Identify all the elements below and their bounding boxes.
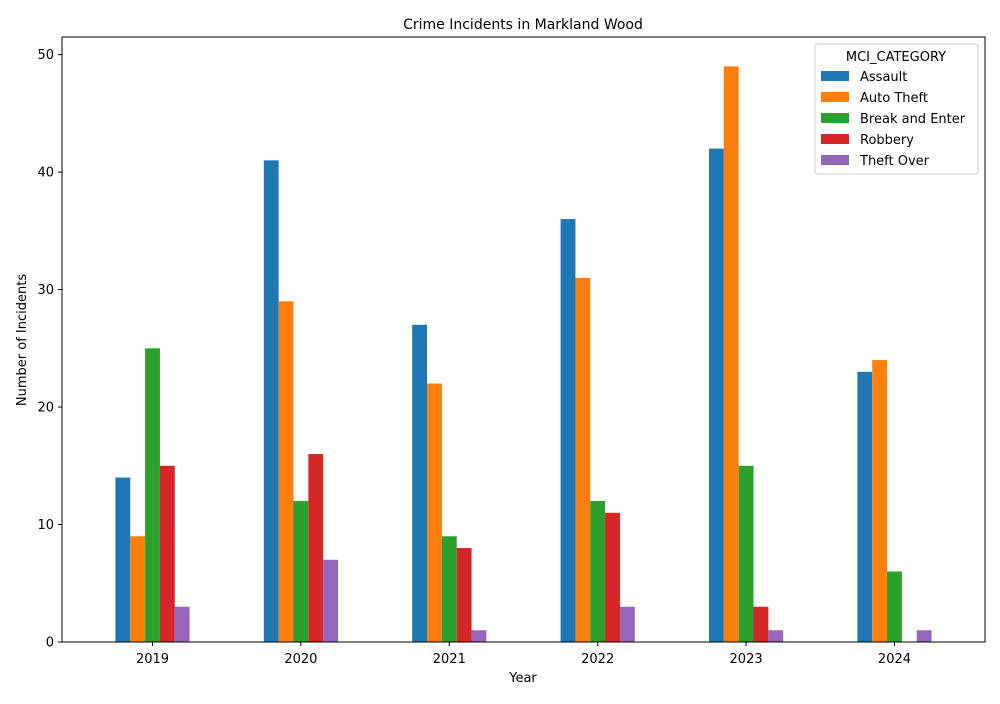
y-tick-label: 10 — [37, 518, 54, 533]
legend-swatch — [821, 113, 849, 123]
chart-title: Crime Incidents in Markland Wood — [403, 17, 643, 33]
bars-layer — [115, 66, 932, 643]
bar-theft-over-2021 — [471, 630, 487, 642]
bar-robbery-2023 — [753, 606, 769, 642]
x-tick-label: 2023 — [730, 652, 763, 667]
x-tick-label: 2019 — [136, 652, 169, 667]
legend-swatch — [821, 155, 849, 165]
bar-break-and-enter-2021 — [441, 536, 457, 642]
bar-assault-2020 — [263, 160, 279, 642]
y-tick-label: 40 — [37, 166, 54, 181]
bar-theft-over-2023 — [768, 630, 784, 642]
y-tick-label: 0 — [46, 636, 54, 651]
bar-break-and-enter-2024 — [887, 571, 902, 642]
legend-box — [814, 43, 979, 175]
legend: MCI_CATEGORY Assault Auto Theft Break and … — [814, 43, 979, 175]
bar-robbery-2021 — [456, 548, 472, 642]
bar-auto-theft-2021 — [427, 383, 442, 642]
bar-robbery-2020 — [308, 454, 324, 642]
bar-auto-theft-2019 — [130, 536, 146, 642]
plot-frame — [61, 36, 986, 643]
bar-theft-over-2020 — [323, 559, 339, 642]
legend-label: Robbery — [860, 133, 914, 148]
legend-items: Assault Auto Theft Break and Enter Robbery T… — [821, 70, 966, 169]
bar-robbery-2022 — [605, 512, 620, 642]
x-tick-label: 2020 — [284, 652, 317, 667]
x-tick-label: 2021 — [433, 652, 466, 667]
x-tick-label: 2024 — [878, 652, 911, 667]
legend-label: Assault — [860, 70, 907, 85]
bar-theft-over-2019 — [174, 606, 190, 642]
legend-swatch — [821, 92, 849, 102]
bar-break-and-enter-2019 — [145, 348, 160, 642]
legend-label: Break and Enter — [860, 112, 966, 127]
legend-label: Auto Theft — [860, 91, 928, 106]
bar-robbery-2019 — [159, 465, 175, 642]
y-tick-label: 30 — [37, 283, 54, 298]
bar-auto-theft-2022 — [575, 277, 591, 642]
bar-assault-2022 — [560, 219, 576, 642]
y-axis-label: Number of Incidents — [15, 274, 30, 406]
x-tick-label: 2022 — [581, 652, 614, 667]
legend-title: MCI_CATEGORY — [846, 50, 946, 65]
y-tick-label: 50 — [37, 48, 54, 63]
bar-auto-theft-2023 — [723, 66, 739, 642]
y-tick-label: 20 — [37, 401, 54, 416]
legend-swatch — [821, 134, 849, 144]
bar-assault-2023 — [708, 148, 724, 643]
bar-theft-over-2022 — [619, 606, 635, 642]
bar-break-and-enter-2020 — [293, 501, 309, 642]
bar-assault-2019 — [115, 477, 131, 642]
legend-swatch — [821, 71, 849, 81]
bar-assault-2024 — [857, 371, 873, 642]
bar-break-and-enter-2022 — [590, 501, 606, 642]
x-axis-label: Year — [508, 671, 537, 686]
bar-auto-theft-2020 — [278, 301, 294, 642]
x-axis: 2019 2020 2021 2022 2023 2024 — [136, 642, 911, 667]
bar-auto-theft-2024 — [872, 360, 888, 642]
bar-break-and-enter-2023 — [738, 465, 754, 642]
legend-label: Theft Over — [859, 154, 930, 169]
bar-theft-over-2024 — [916, 630, 932, 642]
bar-assault-2021 — [412, 324, 428, 642]
y-axis: 0 10 20 30 40 50 — [37, 48, 62, 651]
